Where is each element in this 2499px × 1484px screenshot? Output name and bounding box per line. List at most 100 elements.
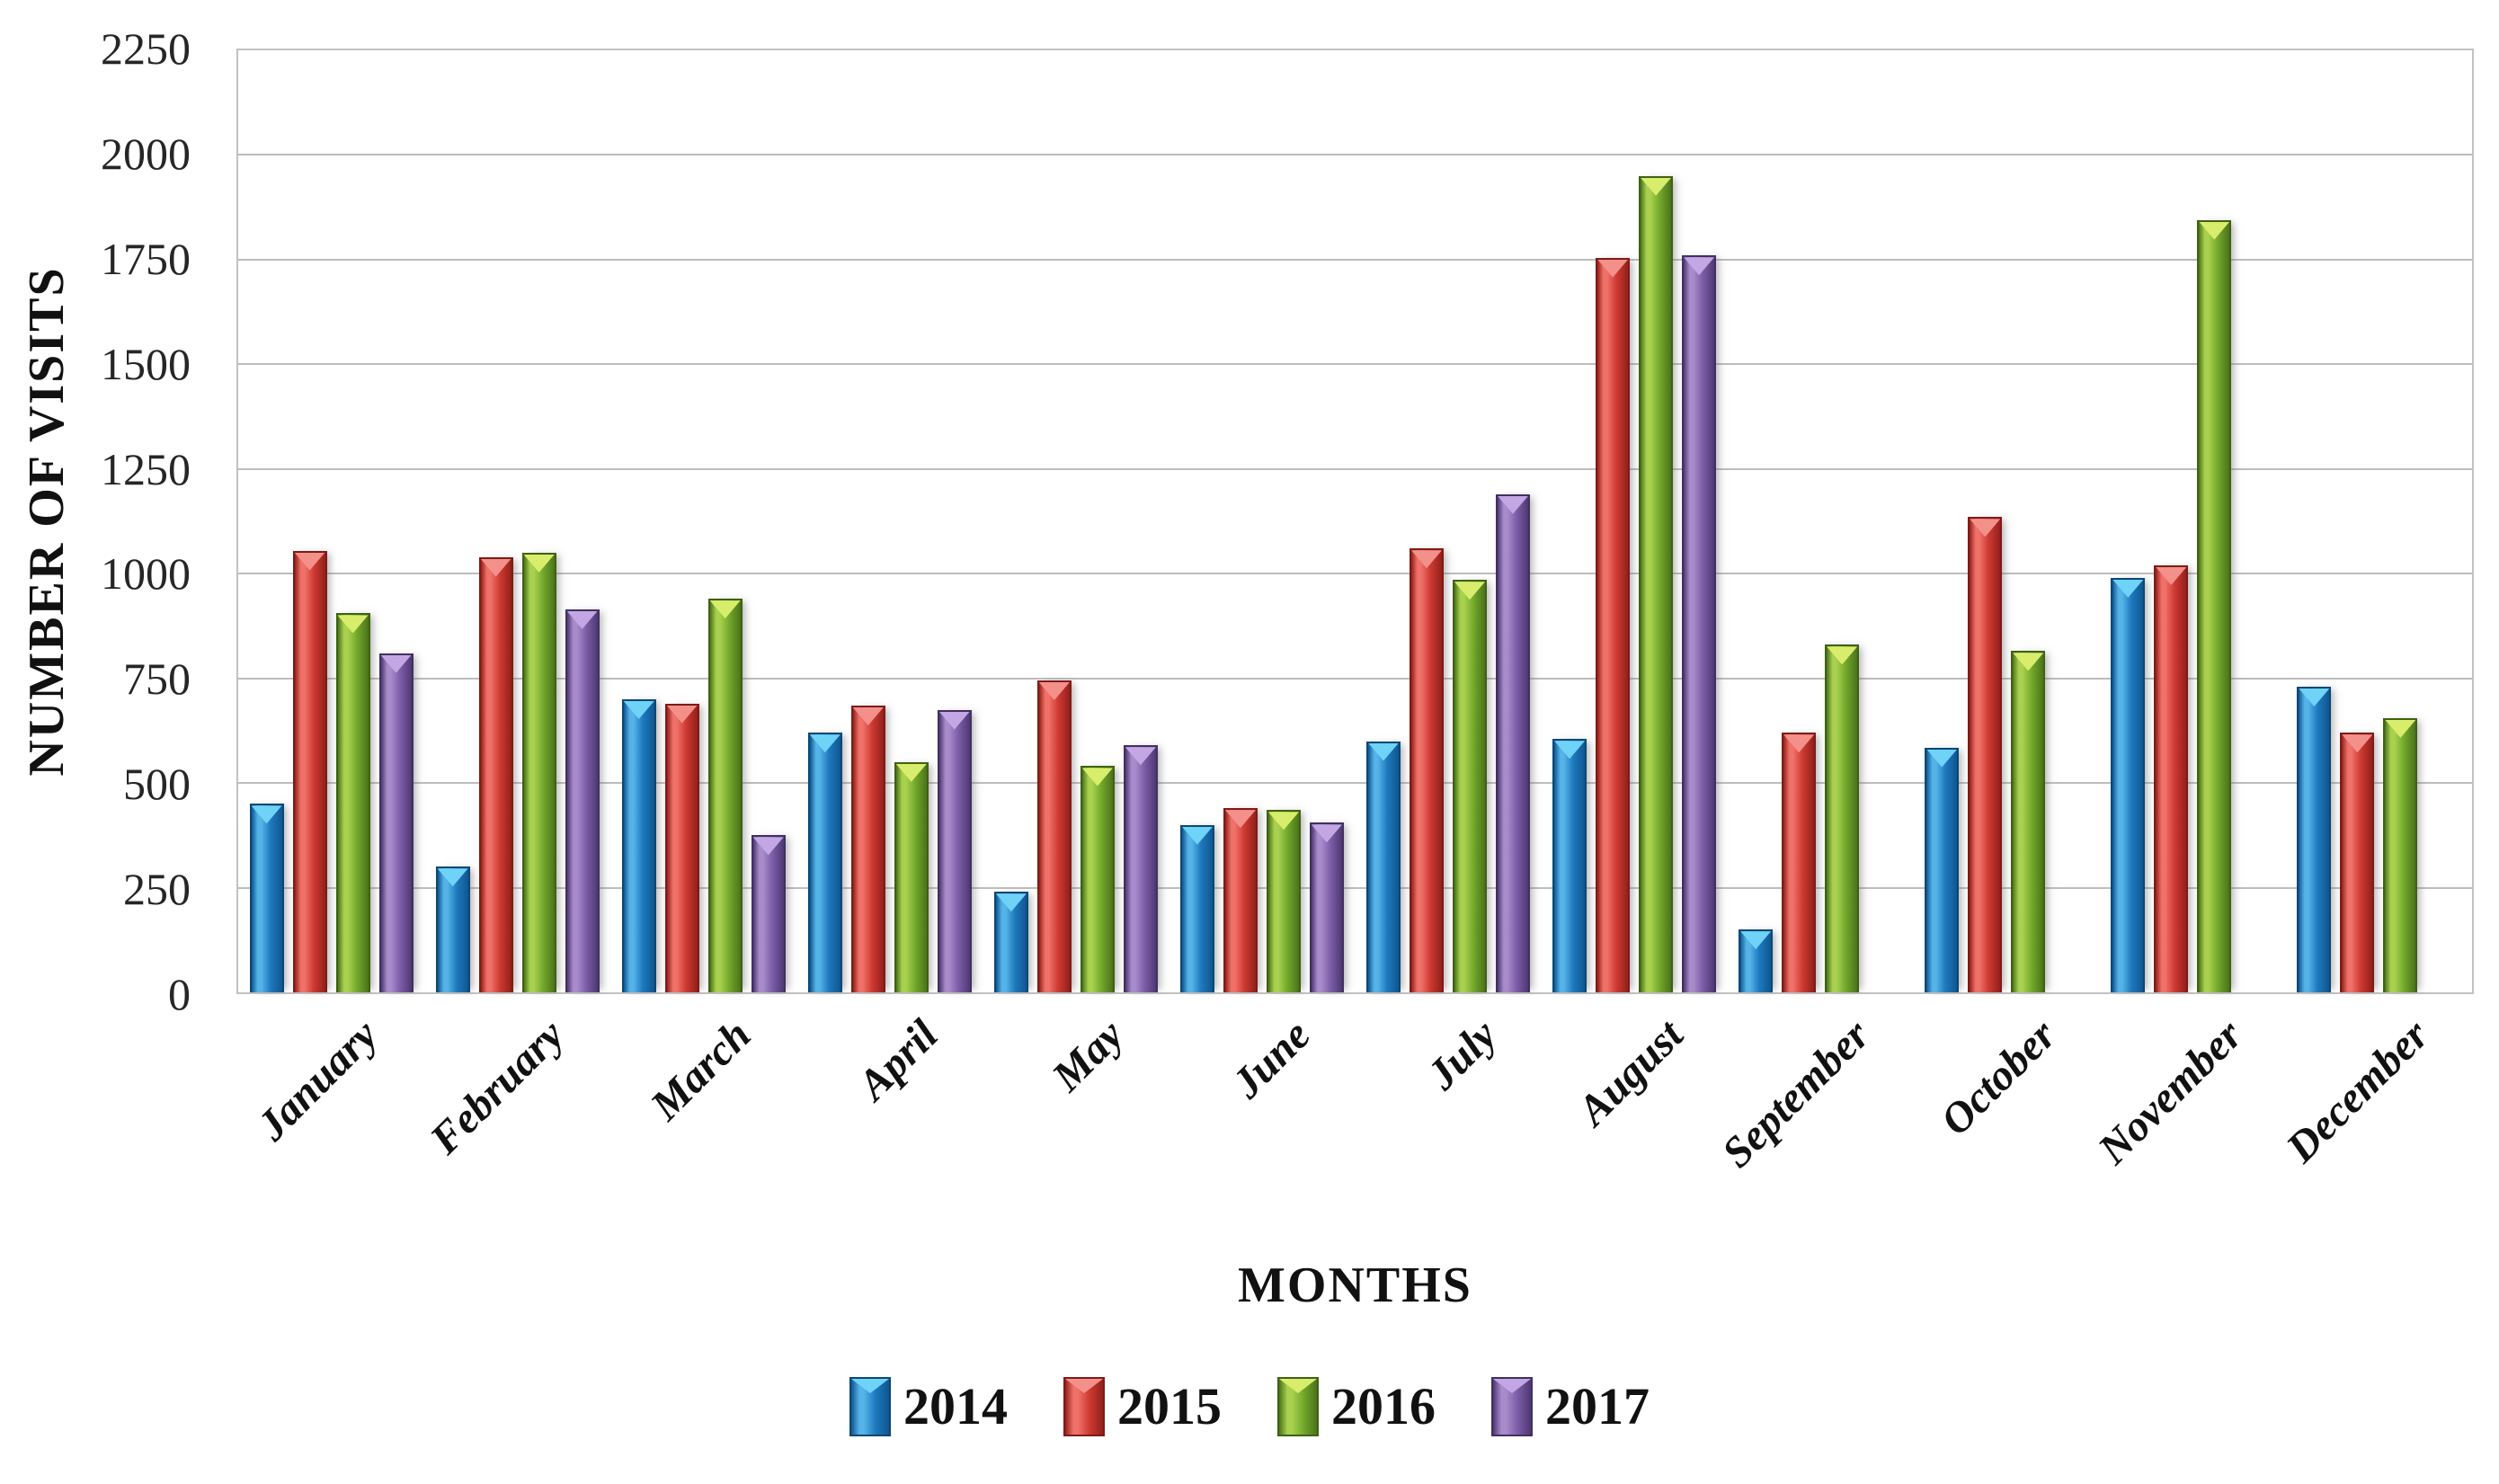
bar-slot-2014-march [621, 50, 656, 992]
legend-swatch-2016 [1277, 1377, 1319, 1436]
bar-cap [251, 805, 282, 824]
bar-slot-2015-july [1410, 50, 1444, 992]
y-tick-label-1250: 1250 [101, 443, 191, 494]
bar-2015-april [850, 705, 885, 992]
bar-cap [938, 711, 970, 730]
bar-slot-2017-march [751, 50, 786, 992]
bar-slot-2014-december [2297, 50, 2332, 992]
bar-cap [709, 600, 741, 619]
legend-swatch-cap [851, 1379, 889, 1393]
y-tick-label-1000: 1000 [101, 548, 191, 600]
bar-cap [1926, 749, 1958, 768]
gridline-1250 [238, 467, 2472, 470]
bar-2017-august [1682, 255, 1717, 992]
y-tick-label-250: 250 [123, 864, 191, 915]
bar-2014-november [2111, 577, 2146, 992]
y-tick-label-2250: 2250 [101, 23, 191, 74]
bar-cap [2112, 579, 2144, 598]
bar-2014-september [1739, 929, 1774, 992]
bar-2016-april [894, 761, 929, 992]
bar-slot-2014-september [1739, 50, 1774, 992]
bar-cap [852, 706, 884, 725]
bar-2016-december [2383, 717, 2418, 992]
y-tick-label-500: 500 [123, 759, 191, 810]
bar-group-may [983, 50, 1169, 992]
bar-cap [294, 552, 325, 571]
bar-cap [666, 705, 698, 724]
bar-group-november [2100, 50, 2286, 992]
bar-slot-2014-may [993, 50, 1028, 992]
bar-slot-2015-april [850, 50, 885, 992]
bar-slot-2017-june [1309, 50, 1344, 992]
legend-label-2017: 2017 [1545, 1377, 1650, 1435]
bar-slot-2015-august [1596, 50, 1631, 992]
bar-slot-2017-april [937, 50, 972, 992]
bar-cap [995, 893, 1027, 912]
bar-slot-2017-may [1123, 50, 1158, 992]
legend-item-2017: 2017 [1491, 1377, 1650, 1436]
bar-2015-january [292, 550, 327, 992]
y-tick-label-750: 750 [123, 653, 191, 705]
y-tick-label-1750: 1750 [101, 233, 191, 284]
legend-swatch-cap [1279, 1379, 1317, 1393]
bar-slot-2017-december [2426, 50, 2460, 992]
bar-2015-december [2340, 733, 2375, 992]
bar-cap [523, 554, 555, 573]
y-tick-label-2000: 2000 [101, 128, 191, 179]
gridline-1750 [238, 258, 2472, 261]
bar-cap [1181, 826, 1213, 845]
bar-slot-2017-february [565, 50, 600, 992]
bar-2016-january [335, 613, 370, 992]
bar-group-december [2286, 50, 2472, 992]
x-tick-label-july: July [1418, 1010, 1507, 1099]
bar-2016-october [2011, 651, 2046, 992]
bar-2014-july [1366, 741, 1401, 992]
bar-slot-2016-december [2383, 50, 2418, 992]
y-tick-label-0: 0 [168, 969, 191, 1019]
bar-cap [2156, 566, 2187, 585]
bar-2015-march [664, 703, 699, 992]
bar-2017-february [565, 609, 600, 992]
bar-slot-2016-january [335, 50, 370, 992]
bar-slot-2014-august [1552, 50, 1587, 992]
bar-2015-february [478, 556, 513, 992]
bar-cap [809, 734, 840, 753]
bar-slot-2016-february [521, 50, 556, 992]
x-tick-label-may: May [1043, 1010, 1134, 1101]
legend-swatch-2017 [1491, 1377, 1533, 1436]
bar-cap [1498, 495, 1528, 514]
bar-slot-2016-april [894, 50, 929, 992]
bar-2015-july [1410, 548, 1444, 992]
bar-2016-february [521, 552, 556, 992]
bar-cap [752, 837, 784, 856]
bar-slot-2017-september [1868, 50, 1902, 992]
x-tick-label-february: February [421, 1010, 574, 1164]
legend: 2014 2015 2016 2017 [0, 1377, 2499, 1436]
bar-slot-2016-june [1266, 50, 1301, 992]
x-tick-label-november: November [2089, 1010, 2253, 1174]
legend-item-2016: 2016 [1277, 1377, 1436, 1436]
bar-2014-june [1179, 824, 1214, 992]
bar-slot-2014-november [2111, 50, 2146, 992]
bar-2016-september [1825, 644, 1860, 992]
gridline-2000 [238, 154, 2472, 156]
x-tick-label-march: March [641, 1010, 760, 1130]
bar-2014-march [621, 698, 656, 992]
bar-slot-2016-august [1639, 50, 1674, 992]
bar-cap [1641, 177, 1672, 196]
bar-2015-may [1036, 680, 1072, 992]
bar-slot-2014-july [1366, 50, 1401, 992]
bar-2014-january [249, 804, 284, 992]
bar-2014-february [435, 866, 470, 992]
x-tick-label-august: August [1569, 1010, 1693, 1135]
bar-cap [1684, 257, 1715, 276]
bar-cap [1740, 931, 1772, 950]
bar-2017-march [751, 835, 786, 992]
bar-cap [1454, 582, 1485, 600]
x-tick-label-september: September [1712, 1010, 1880, 1177]
bar-slot-2015-september [1782, 50, 1817, 992]
bar-2016-may [1080, 766, 1115, 992]
legend-label-2016: 2016 [1331, 1377, 1436, 1435]
bar-cap [1267, 812, 1299, 831]
